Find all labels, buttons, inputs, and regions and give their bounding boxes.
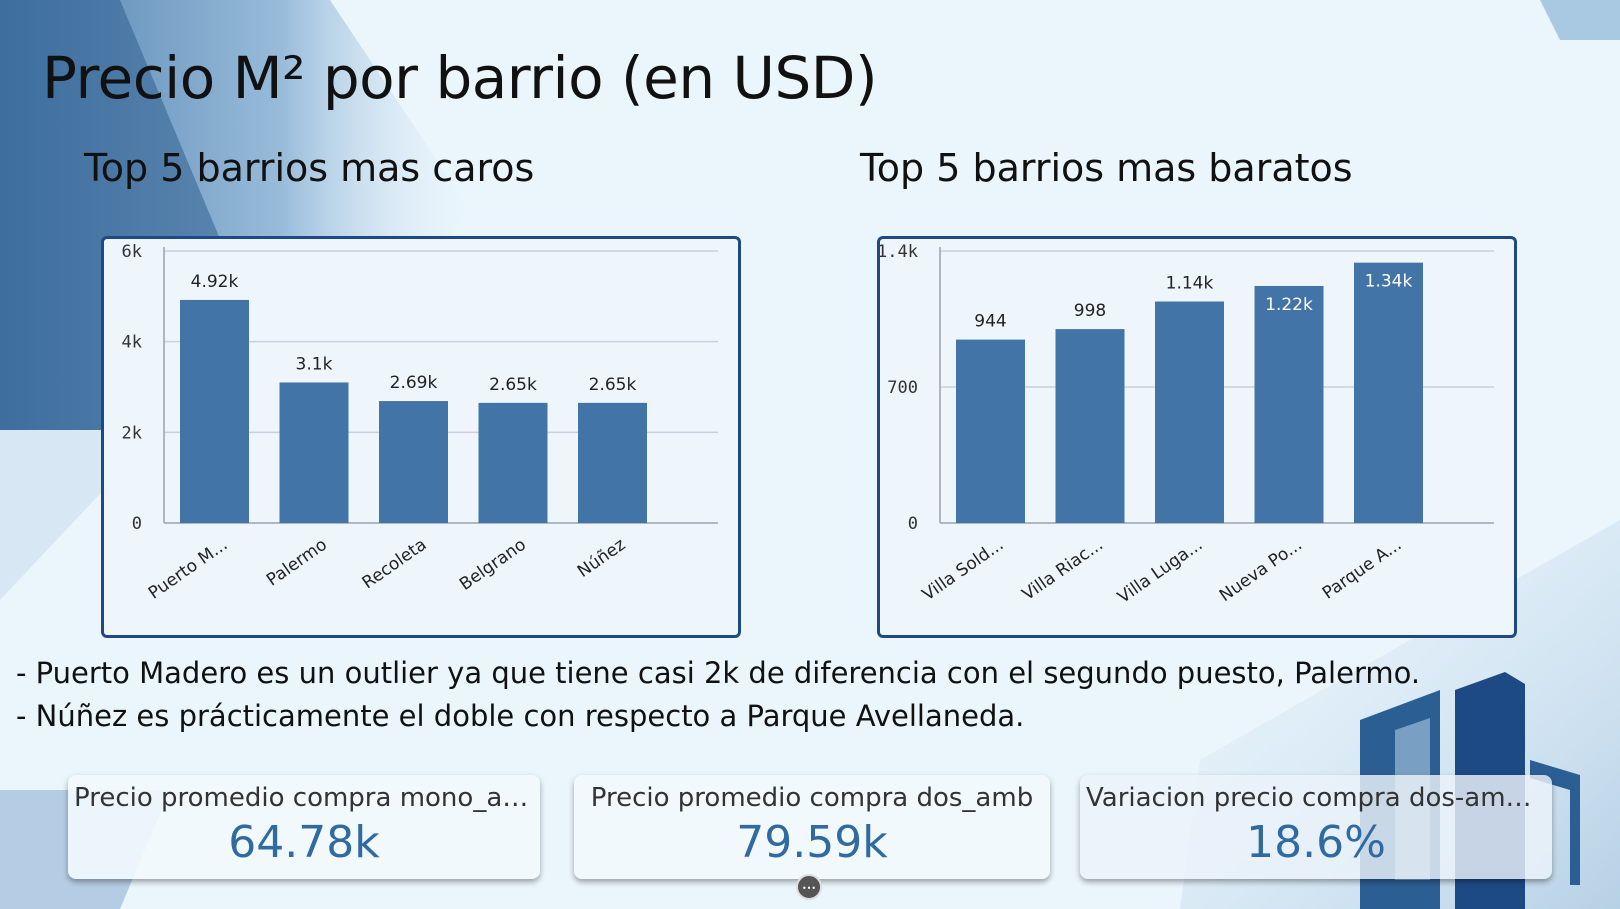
baratos-data-label: 1.34k bbox=[1365, 272, 1413, 292]
baratos-bar[interactable] bbox=[956, 339, 1025, 523]
chart-title-baratos: Top 5 barrios mas baratos bbox=[860, 146, 1353, 190]
baratos-bar[interactable] bbox=[1055, 329, 1125, 523]
baratos-data-label: 1.22k bbox=[1265, 295, 1313, 315]
kpi-card-dos-amb[interactable]: Precio promedio compra dos_amb 79.59k bbox=[574, 775, 1050, 879]
baratos-category-label: Villa Luga... bbox=[1114, 535, 1206, 608]
note-line: - Núñez es prácticamente el doble con re… bbox=[16, 699, 1025, 733]
kpi-value: 18.6% bbox=[1246, 817, 1386, 868]
baratos-bar[interactable] bbox=[1254, 285, 1324, 523]
caros-data-label: 4.92k bbox=[191, 272, 239, 292]
caros-data-label: 3.1k bbox=[296, 354, 333, 374]
chart-title-caros: Top 5 barrios mas caros bbox=[84, 146, 535, 190]
notes: - Puerto Madero es un outlier ya que tie… bbox=[16, 652, 1420, 738]
caros-category-label: Puerto M... bbox=[145, 535, 231, 604]
baratos-bar[interactable] bbox=[1354, 262, 1423, 523]
kpi-card-mono-amb[interactable]: Precio promedio compra mono_amb 64.78k bbox=[68, 775, 540, 879]
baratos-category-label: Parque A... bbox=[1319, 535, 1405, 604]
caros-ytick-label: 4k bbox=[122, 333, 142, 353]
caros-ytick-label: 0 bbox=[132, 514, 142, 534]
caros-bar[interactable] bbox=[279, 382, 349, 523]
more-options-button[interactable]: ⋯ bbox=[796, 874, 822, 900]
kpi-label: Precio promedio compra dos_amb bbox=[590, 783, 1034, 813]
baratos-category-label: Villa Riac... bbox=[1019, 535, 1107, 605]
caros-bar[interactable] bbox=[379, 401, 448, 523]
caros-data-label: 2.65k bbox=[589, 375, 637, 395]
caros-data-label: 2.65k bbox=[489, 375, 537, 395]
note-line: - Puerto Madero es un outlier ya que tie… bbox=[16, 656, 1421, 690]
kpi-label: Variacion precio compra dos-amb ... bbox=[1086, 783, 1552, 813]
chart-baratos[interactable]: 0 700 1.4k 944 Villa Sold... 998 Villa Riac...… bbox=[877, 236, 1517, 638]
caros-data-label: 2.69k bbox=[390, 373, 438, 393]
kpi-card-variacion[interactable]: Variacion precio compra dos-amb ... 18.6… bbox=[1080, 775, 1552, 879]
chart-baratos-plot: 0 700 1.4k 944 Villa Sold... 998 Villa Riac...… bbox=[880, 242, 1494, 608]
caros-ytick-label: 6k bbox=[122, 242, 142, 262]
caros-category-label: Recoleta bbox=[359, 535, 431, 594]
slide-title: Precio M² por barrio (en USD) bbox=[42, 44, 878, 112]
chart-caros-plot: 0 2k 4k 6k 4.92k Puerto M... 3.1k Palermo 2.69k R… bbox=[122, 242, 718, 604]
kpi-value: 79.59k bbox=[736, 817, 888, 868]
caros-bar[interactable] bbox=[478, 402, 548, 523]
kpi-label: Precio promedio compra mono_amb bbox=[74, 783, 540, 813]
baratos-ytick-label: 0 bbox=[908, 514, 918, 534]
chart-caros[interactable]: 0 2k 4k 6k 4.92k Puerto M... 3.1k Palermo 2.69k R… bbox=[101, 236, 741, 638]
caros-category-label: Núñez bbox=[574, 535, 629, 582]
baratos-category-label: Nueva Po... bbox=[1216, 535, 1306, 606]
baratos-category-label: Villa Sold... bbox=[919, 535, 1008, 605]
caros-category-label: Belgrano bbox=[456, 535, 530, 595]
baratos-data-label: 1.14k bbox=[1166, 274, 1214, 294]
baratos-data-label: 944 bbox=[974, 312, 1006, 332]
caros-bar[interactable] bbox=[578, 402, 647, 523]
baratos-data-label: 998 bbox=[1074, 301, 1106, 321]
kpi-value: 64.78k bbox=[228, 817, 380, 868]
baratos-bar[interactable] bbox=[1155, 301, 1224, 523]
caros-bar[interactable] bbox=[180, 299, 249, 523]
caros-ytick-label: 2k bbox=[122, 423, 142, 443]
baratos-ytick-label: 1.4k bbox=[880, 242, 918, 262]
caros-category-label: Palermo bbox=[263, 535, 331, 591]
baratos-ytick-label: 700 bbox=[887, 378, 918, 398]
